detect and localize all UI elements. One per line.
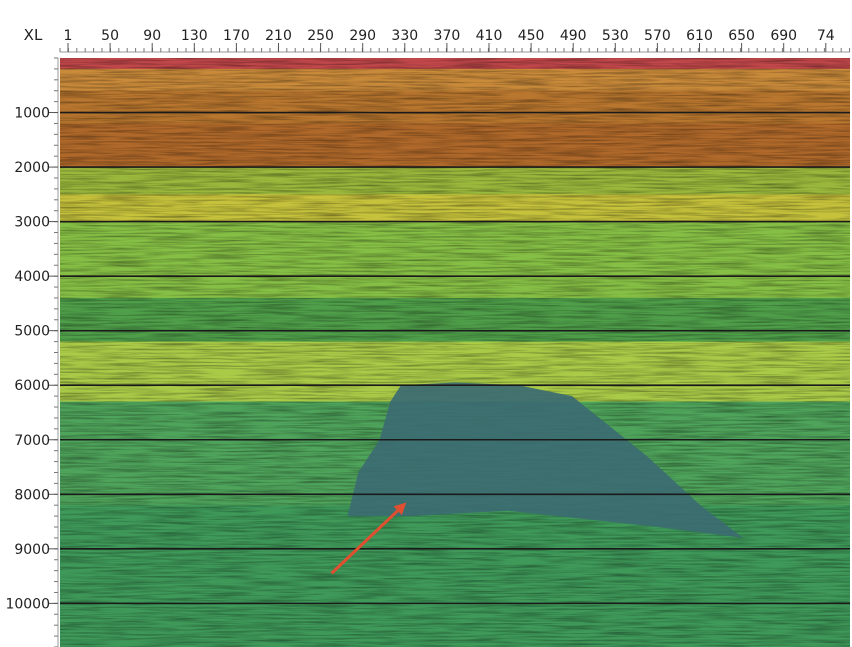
y-tick-label: 4000 (14, 269, 50, 285)
reflector-texture (60, 58, 850, 647)
y-axis: 1000 2000 3000 4000 5000 6000 7000 8000 9000 1000… (5, 57, 59, 647)
x-tick-label: 1 (64, 28, 73, 44)
x-tick-label: 90 (143, 28, 161, 44)
y-tick-label: 7000 (14, 433, 50, 449)
x-tick-label: 650 (728, 28, 755, 44)
x-tick-label: 250 (307, 28, 334, 44)
x-axis-title: XL (24, 26, 43, 44)
x-tick-label: 74 (817, 28, 835, 44)
x-tick-label: 170 (223, 28, 250, 44)
y-tick-label: 9000 (14, 542, 50, 558)
x-tick-label: 610 (686, 28, 713, 44)
x-tick-label: 410 (476, 28, 503, 44)
y-tick-label: 2000 (14, 160, 50, 176)
x-tick-label: 450 (518, 28, 545, 44)
x-tick-label: 690 (770, 28, 797, 44)
y-tick-label: 6000 (14, 378, 50, 394)
x-tick-label: 290 (349, 28, 376, 44)
x-tick-label: 130 (181, 28, 208, 44)
x-tick-label: 490 (560, 28, 587, 44)
x-tick-label: 570 (644, 28, 671, 44)
x-tick-label: 330 (391, 28, 418, 44)
arrow-annotation (330, 509, 399, 575)
y-tick-label: 10000 (5, 596, 50, 612)
x-tick-label: 210 (265, 28, 292, 44)
y-tick-label: 3000 (14, 215, 50, 231)
arrow-head (393, 502, 407, 516)
y-tick-label: 8000 (14, 487, 50, 503)
gridlines (60, 111, 850, 605)
x-tick-label: 50 (101, 28, 119, 44)
salt-body (347, 382, 744, 538)
x-tick-label: 370 (434, 28, 461, 44)
x-tick-label: 530 (602, 28, 629, 44)
y-tick-label: 5000 (14, 324, 50, 340)
y-tick-label: 1000 (14, 106, 50, 122)
x-axis: 1 50 90 130 170 210 250 290 330 370 410 450 490 530 57… (59, 28, 851, 53)
